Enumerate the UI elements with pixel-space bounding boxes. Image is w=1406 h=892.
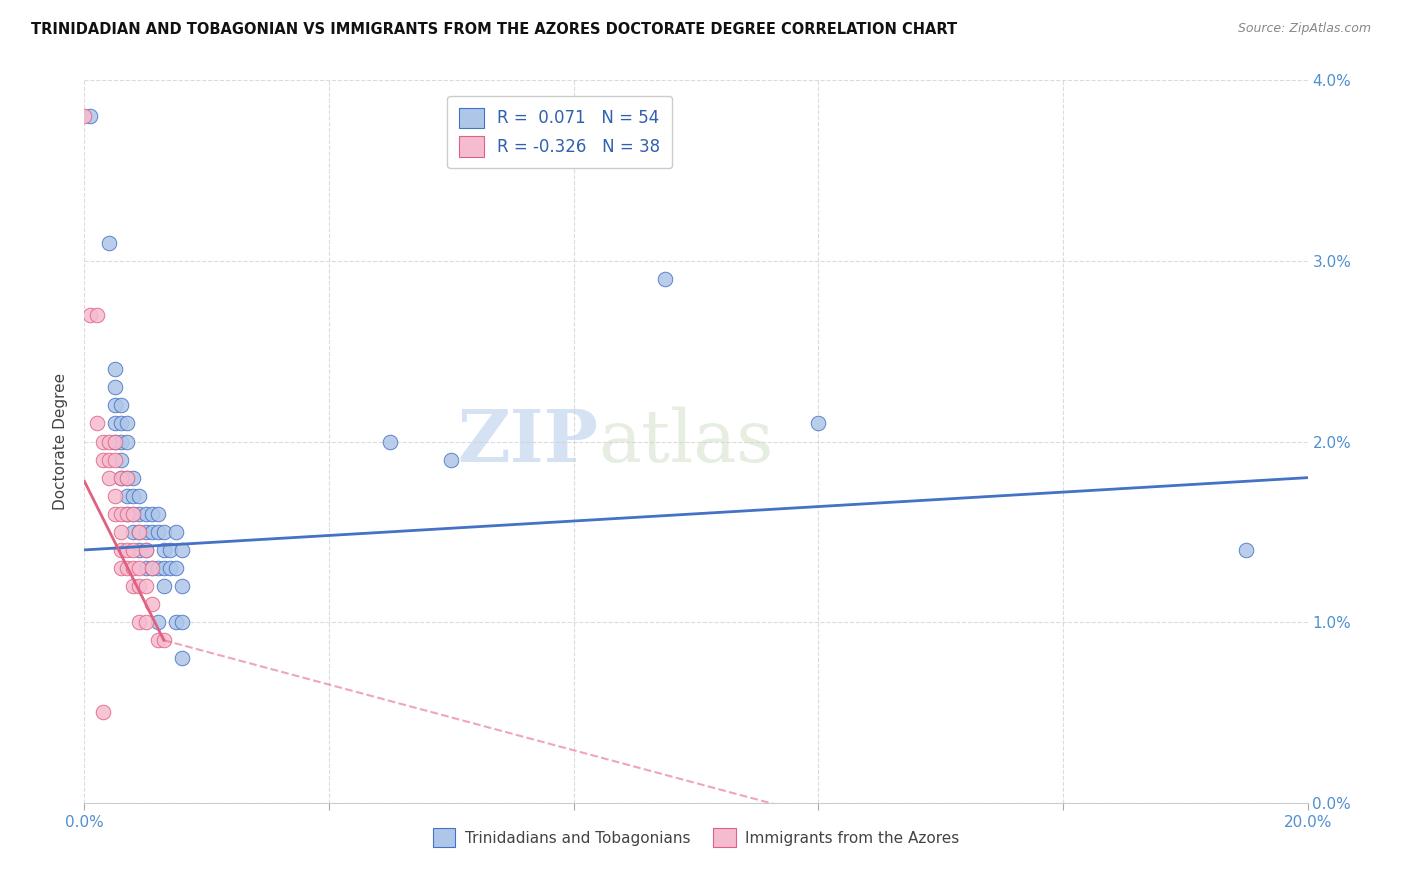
Point bbox=[172, 542, 194, 557]
Point bbox=[146, 507, 169, 521]
Point bbox=[141, 524, 163, 539]
Point bbox=[141, 561, 163, 575]
Point bbox=[159, 561, 181, 575]
Point bbox=[122, 579, 145, 593]
Point bbox=[115, 542, 138, 557]
Point bbox=[153, 633, 176, 648]
Point bbox=[128, 615, 150, 630]
Point bbox=[104, 417, 127, 431]
Point bbox=[91, 434, 114, 449]
Point bbox=[115, 489, 138, 503]
Point bbox=[135, 579, 157, 593]
Point bbox=[165, 524, 187, 539]
Point bbox=[104, 452, 127, 467]
Text: Source: ZipAtlas.com: Source: ZipAtlas.com bbox=[1237, 22, 1371, 36]
Point bbox=[128, 579, 150, 593]
Point bbox=[135, 524, 157, 539]
Point bbox=[654, 272, 676, 286]
Point bbox=[110, 542, 132, 557]
Point bbox=[122, 542, 145, 557]
Point bbox=[104, 434, 127, 449]
Point bbox=[128, 561, 150, 575]
Point bbox=[122, 524, 145, 539]
Point bbox=[115, 434, 138, 449]
Point bbox=[110, 417, 132, 431]
Point bbox=[128, 542, 150, 557]
Point bbox=[110, 398, 132, 412]
Point bbox=[135, 542, 157, 557]
Point bbox=[97, 235, 120, 250]
Point bbox=[128, 524, 150, 539]
Point bbox=[141, 597, 163, 611]
Point bbox=[104, 489, 127, 503]
Point bbox=[110, 561, 132, 575]
Point bbox=[172, 615, 194, 630]
Point bbox=[115, 417, 138, 431]
Point bbox=[172, 651, 194, 665]
Point bbox=[115, 561, 138, 575]
Point bbox=[153, 579, 176, 593]
Point bbox=[165, 615, 187, 630]
Point bbox=[380, 434, 402, 449]
Point bbox=[128, 524, 150, 539]
Point bbox=[122, 507, 145, 521]
Point bbox=[110, 434, 132, 449]
Point bbox=[122, 471, 145, 485]
Point bbox=[86, 308, 108, 322]
Point bbox=[146, 561, 169, 575]
Point bbox=[110, 452, 132, 467]
Point bbox=[141, 561, 163, 575]
Point bbox=[73, 109, 96, 123]
Point bbox=[115, 471, 138, 485]
Point bbox=[110, 471, 132, 485]
Point bbox=[141, 507, 163, 521]
Point bbox=[807, 417, 830, 431]
Point bbox=[110, 507, 132, 521]
Point bbox=[1236, 542, 1258, 557]
Point bbox=[122, 561, 145, 575]
Point bbox=[110, 524, 132, 539]
Point bbox=[165, 561, 187, 575]
Point bbox=[97, 471, 120, 485]
Point bbox=[172, 579, 194, 593]
Point bbox=[135, 561, 157, 575]
Point bbox=[104, 380, 127, 394]
Point bbox=[110, 471, 132, 485]
Point bbox=[153, 561, 176, 575]
Point bbox=[122, 489, 145, 503]
Point bbox=[91, 706, 114, 720]
Point bbox=[135, 542, 157, 557]
Point bbox=[115, 507, 138, 521]
Point bbox=[104, 507, 127, 521]
Point bbox=[97, 452, 120, 467]
Point bbox=[79, 109, 101, 123]
Point bbox=[135, 615, 157, 630]
Point bbox=[146, 615, 169, 630]
Point bbox=[159, 542, 181, 557]
Point bbox=[115, 507, 138, 521]
Point bbox=[97, 434, 120, 449]
Point bbox=[128, 507, 150, 521]
Point bbox=[104, 434, 127, 449]
Point bbox=[153, 542, 176, 557]
Point bbox=[128, 489, 150, 503]
Point bbox=[104, 362, 127, 376]
Text: ZIP: ZIP bbox=[457, 406, 598, 477]
Text: TRINIDADIAN AND TOBAGONIAN VS IMMIGRANTS FROM THE AZORES DOCTORATE DEGREE CORREL: TRINIDADIAN AND TOBAGONIAN VS IMMIGRANTS… bbox=[31, 22, 957, 37]
Point bbox=[153, 524, 176, 539]
Point bbox=[135, 507, 157, 521]
Point bbox=[104, 398, 127, 412]
Point bbox=[122, 507, 145, 521]
Point bbox=[91, 452, 114, 467]
Point bbox=[115, 471, 138, 485]
Point bbox=[440, 452, 463, 467]
Text: atlas: atlas bbox=[598, 406, 773, 477]
Y-axis label: Doctorate Degree: Doctorate Degree bbox=[53, 373, 69, 510]
Point bbox=[86, 417, 108, 431]
Point bbox=[146, 633, 169, 648]
Point bbox=[146, 524, 169, 539]
Legend: Trinidadians and Tobagonians, Immigrants from the Azores: Trinidadians and Tobagonians, Immigrants… bbox=[426, 822, 966, 853]
Point bbox=[79, 308, 101, 322]
